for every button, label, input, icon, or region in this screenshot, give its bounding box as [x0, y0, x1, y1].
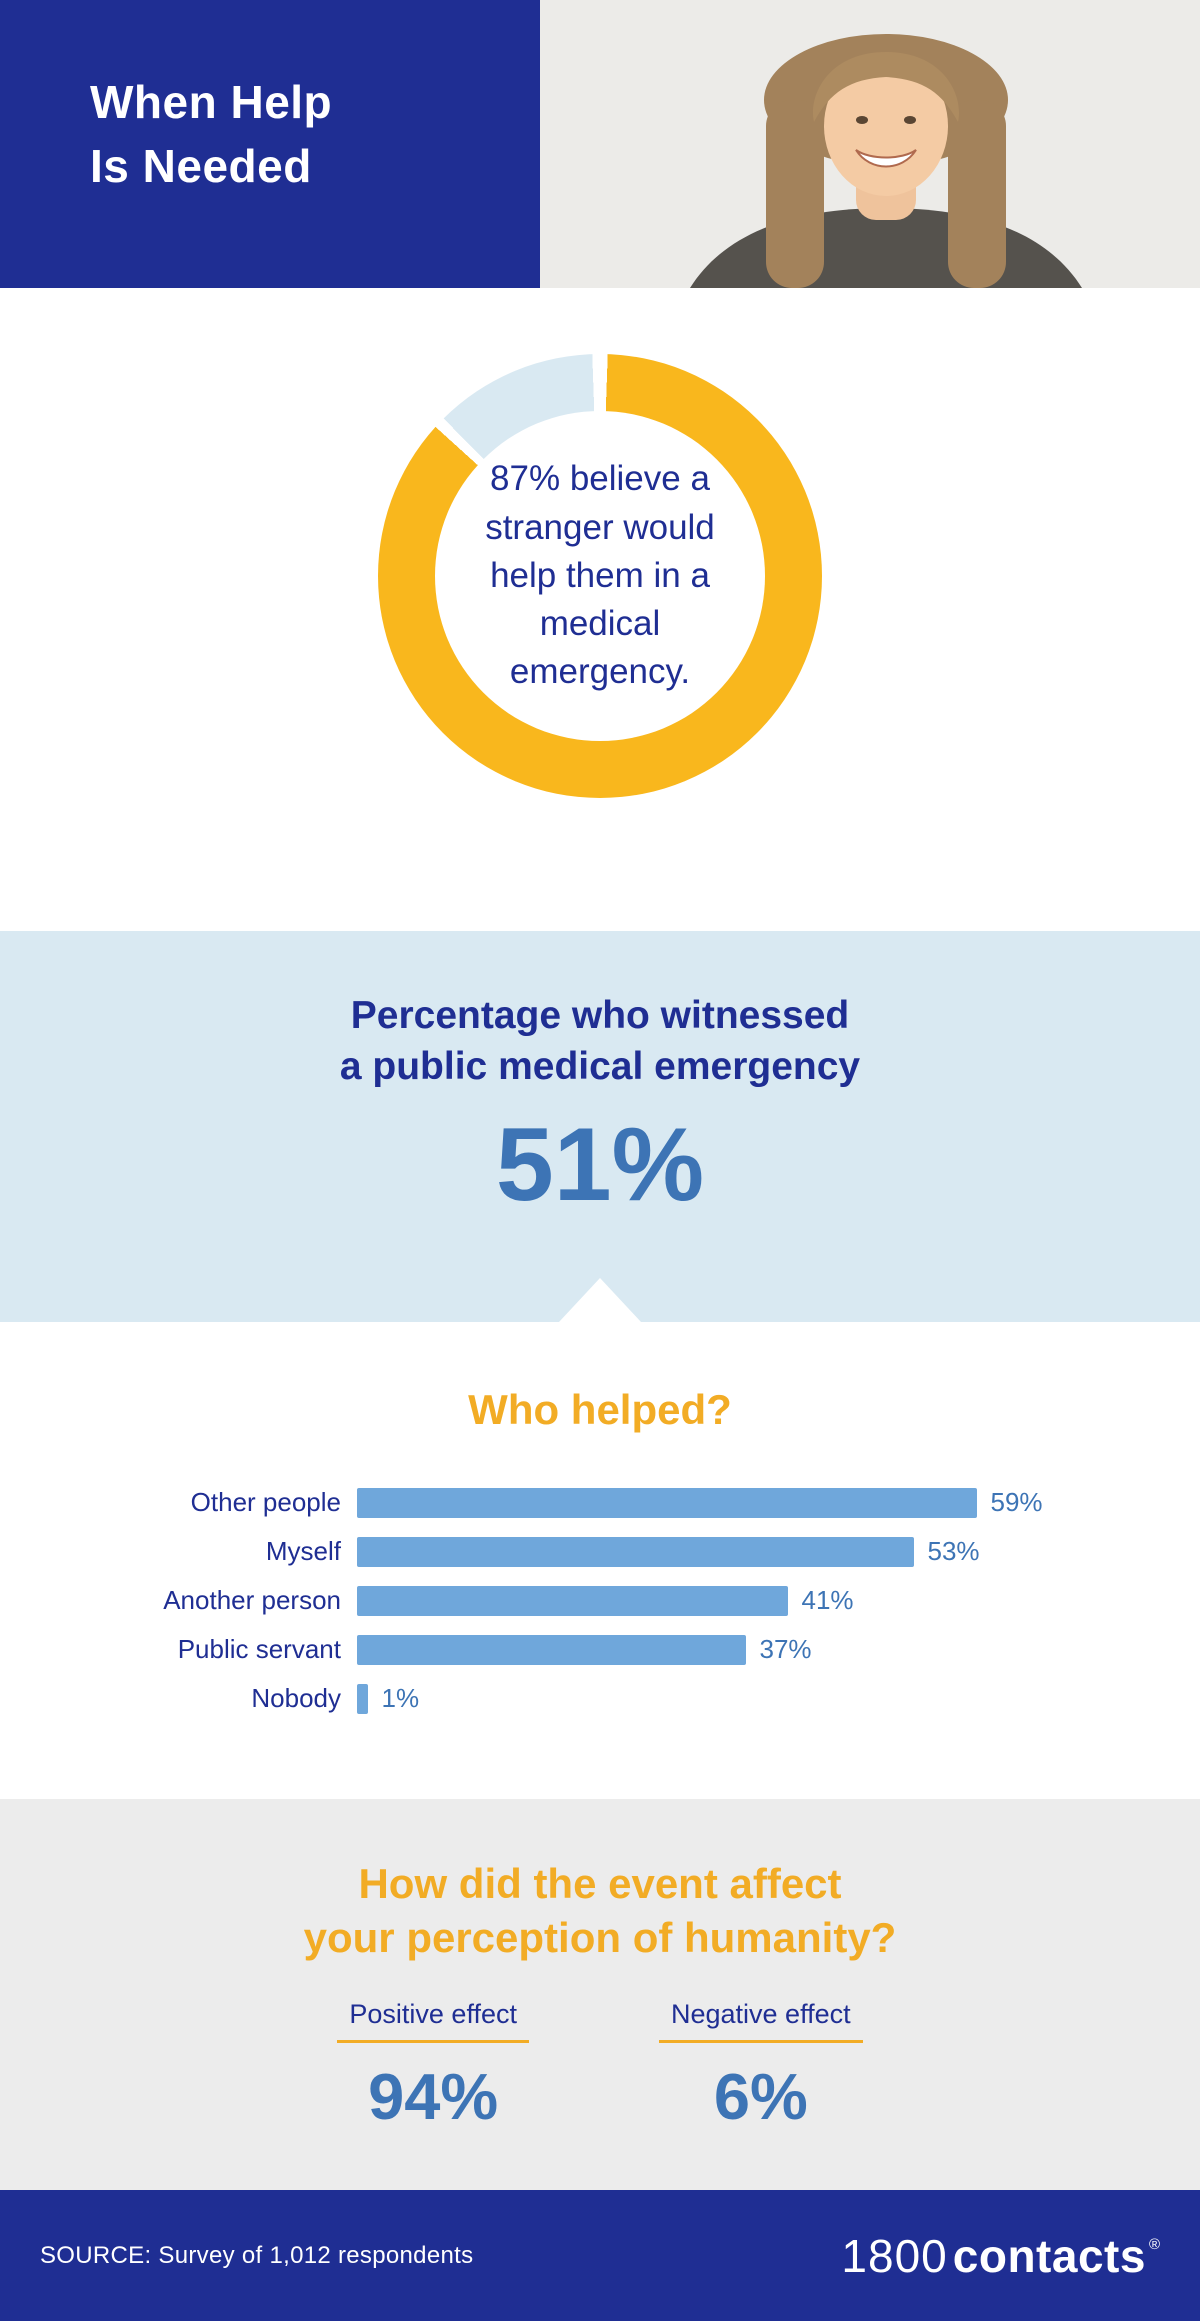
- donut-section: 87% believe a stranger would help them i…: [0, 288, 1200, 931]
- bar-row: Public servant 37%: [67, 1625, 1133, 1674]
- bar-track: 53%: [357, 1536, 1133, 1567]
- bar-track: 59%: [357, 1487, 1133, 1518]
- bar-label: Myself: [265, 1536, 341, 1566]
- bar-value: 53%: [927, 1536, 980, 1566]
- bar-value: 41%: [801, 1585, 854, 1615]
- perception-title: How did the event affect your perception…: [0, 1857, 1200, 1965]
- stat-positive-value: 94%: [368, 2059, 499, 2133]
- header: When Help Is Needed: [0, 0, 1200, 288]
- source-text: SOURCE: Survey of 1,012 respondents: [40, 2241, 474, 2269]
- bar-fill: [357, 1536, 914, 1567]
- witnessed-section: Percentage who witnessed a public medica…: [0, 931, 1200, 1322]
- witnessed-title-line1: Percentage who witnessed: [350, 994, 850, 1037]
- logo-1800: 1800: [841, 2229, 948, 2282]
- witnessed-title-line2: a public medical emergency: [339, 1044, 861, 1088]
- stat-negative-label: Negative effect: [658, 1999, 863, 2043]
- bar-fill: [357, 1683, 368, 1714]
- witnessed-value: 51%: [495, 1107, 705, 1224]
- donut-caption: 87% believe a stranger would help them i…: [485, 459, 715, 692]
- perception-stats: Positive effect 94% Negative effect 6%: [0, 1999, 1200, 2134]
- bar-track: 37%: [357, 1634, 1133, 1665]
- perception-title-line2: your perception of humanity?: [303, 1913, 897, 1961]
- page-title: When Help Is Needed: [90, 70, 540, 199]
- stat-negative: Negative effect 6%: [658, 1999, 863, 2134]
- bar-value: 37%: [759, 1634, 812, 1664]
- who-helped-section: Who helped? Other people 59% Myself 53% Anot…: [0, 1322, 1200, 1799]
- who-helped-chart: Other people 59% Myself 53% Another person 41…: [67, 1478, 1133, 1723]
- bar-fill: [357, 1487, 977, 1518]
- stat-positive: Positive effect 94%: [337, 1999, 529, 2134]
- page-title-line1: When Help: [90, 76, 333, 128]
- stat-negative-value: 6%: [713, 2059, 808, 2133]
- bar-track: 41%: [357, 1585, 1133, 1616]
- brand-logo: 1800 contacts ®: [841, 2233, 1160, 2279]
- bar-label: Other people: [190, 1487, 341, 1517]
- section-notch: [559, 1278, 641, 1322]
- witnessed-title: Percentage who witnessed a public medica…: [0, 991, 1200, 1092]
- donut-hole: 87% believe a stranger would help them i…: [435, 411, 765, 741]
- bar-row: Other people 59%: [67, 1478, 1133, 1527]
- donut-ring: 87% believe a stranger would help them i…: [378, 354, 822, 798]
- bar-row: Nobody 1%: [67, 1674, 1133, 1723]
- stat-positive-label: Positive effect: [337, 1999, 529, 2043]
- header-title-panel: When Help Is Needed: [0, 0, 540, 288]
- footer: SOURCE: Survey of 1,012 respondents 1800…: [0, 2190, 1200, 2321]
- woman-illustration: [540, 0, 1200, 288]
- bar-label: Public servant: [177, 1634, 341, 1664]
- registered-mark: ®: [1148, 2235, 1160, 2253]
- bar-value: 59%: [990, 1487, 1043, 1517]
- bar-fill: [357, 1585, 788, 1616]
- bar-fill: [357, 1634, 746, 1665]
- logo-contacts: contacts: [952, 2229, 1146, 2282]
- perception-section: How did the event affect your perception…: [0, 1799, 1200, 2190]
- bar-label: Another person: [163, 1585, 341, 1615]
- bar-track: 1%: [357, 1683, 1133, 1714]
- bar-row: Myself 53%: [67, 1527, 1133, 1576]
- bar-value: 1%: [381, 1683, 420, 1713]
- perception-title-line1: How did the event affect: [358, 1860, 842, 1907]
- bar-row: Another person 41%: [67, 1576, 1133, 1625]
- page-title-line2: Is Needed: [90, 140, 312, 193]
- who-helped-title: Who helped?: [468, 1386, 732, 1433]
- bar-label: Nobody: [251, 1683, 341, 1713]
- woman-photo: [540, 0, 1200, 288]
